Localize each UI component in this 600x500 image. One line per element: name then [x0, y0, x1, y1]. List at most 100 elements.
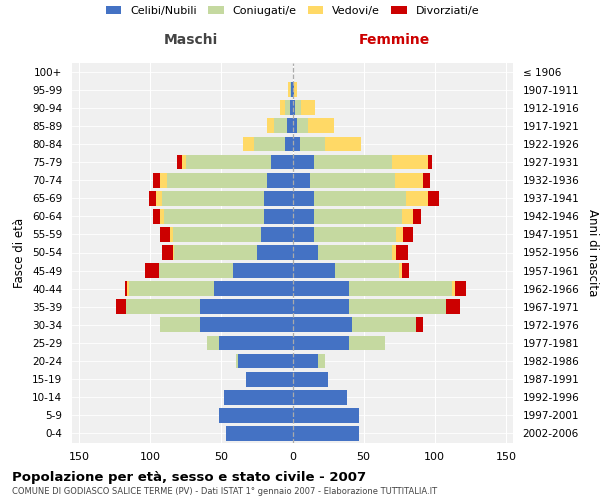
Bar — [257, 245, 293, 260]
Bar — [314, 154, 392, 170]
Bar — [160, 227, 170, 242]
Bar — [290, 82, 291, 97]
Bar — [293, 82, 294, 97]
Bar — [293, 390, 347, 404]
Bar — [455, 282, 466, 296]
Bar — [233, 263, 293, 278]
Bar — [145, 263, 159, 278]
Bar — [149, 191, 156, 206]
Bar — [267, 172, 293, 188]
Bar — [392, 245, 397, 260]
Bar — [173, 227, 261, 242]
Bar — [293, 245, 318, 260]
Bar — [318, 354, 325, 368]
Bar — [402, 263, 409, 278]
Bar — [207, 336, 218, 350]
Bar — [224, 390, 293, 404]
Bar — [125, 282, 127, 296]
Bar — [392, 154, 428, 170]
Bar — [288, 82, 290, 97]
Bar — [159, 263, 233, 278]
Bar — [290, 100, 293, 115]
Bar — [428, 154, 432, 170]
Bar — [160, 172, 167, 188]
Bar — [264, 191, 293, 206]
Bar — [395, 172, 424, 188]
Bar — [267, 118, 274, 134]
Bar — [280, 100, 286, 115]
Bar — [293, 318, 352, 332]
Y-axis label: Fasce di età: Fasce di età — [13, 218, 26, 288]
Bar — [274, 118, 287, 134]
Bar — [297, 118, 308, 134]
Bar — [293, 191, 314, 206]
Bar — [160, 209, 164, 224]
Y-axis label: Anni di nascita: Anni di nascita — [586, 209, 599, 296]
Bar — [254, 136, 286, 152]
Legend: Celibi/Nubili, Coniugati/e, Vedovi/e, Divorziati/e: Celibi/Nubili, Coniugati/e, Vedovi/e, Di… — [101, 2, 484, 20]
Bar — [314, 191, 406, 206]
Bar — [314, 209, 402, 224]
Bar — [126, 300, 200, 314]
Bar — [413, 209, 421, 224]
Bar — [286, 100, 290, 115]
Bar — [293, 100, 295, 115]
Bar — [293, 300, 349, 314]
Bar — [293, 372, 328, 386]
Bar — [286, 136, 293, 152]
Bar — [226, 426, 293, 441]
Bar — [349, 300, 446, 314]
Bar — [301, 100, 315, 115]
Bar — [406, 191, 428, 206]
Bar — [294, 82, 297, 97]
Bar — [314, 227, 397, 242]
Bar — [161, 245, 173, 260]
Bar — [167, 172, 267, 188]
Bar — [156, 191, 161, 206]
Bar — [293, 354, 318, 368]
Bar — [318, 245, 392, 260]
Bar — [293, 336, 349, 350]
Bar — [349, 282, 452, 296]
Bar — [161, 191, 264, 206]
Bar — [153, 209, 160, 224]
Bar — [293, 209, 314, 224]
Text: Popolazione per età, sesso e stato civile - 2007: Popolazione per età, sesso e stato civil… — [12, 472, 366, 484]
Bar — [397, 227, 403, 242]
Bar — [293, 172, 310, 188]
Text: COMUNE DI GODIASCO SALICE TERME (PV) - Dati ISTAT 1° gennaio 2007 - Elaborazione: COMUNE DI GODIASCO SALICE TERME (PV) - D… — [12, 486, 437, 496]
Bar — [335, 263, 399, 278]
Bar — [291, 82, 293, 97]
Bar — [287, 118, 293, 134]
Bar — [200, 300, 293, 314]
Bar — [299, 136, 325, 152]
Bar — [261, 227, 293, 242]
Bar — [293, 282, 349, 296]
Bar — [218, 408, 293, 423]
Bar — [245, 372, 293, 386]
Bar — [295, 100, 301, 115]
Bar — [293, 118, 297, 134]
Bar — [129, 282, 214, 296]
Bar — [164, 209, 264, 224]
Bar — [402, 209, 413, 224]
Bar — [238, 354, 293, 368]
Text: Maschi: Maschi — [164, 34, 218, 48]
Bar — [352, 318, 416, 332]
Bar — [428, 191, 439, 206]
Bar — [153, 172, 160, 188]
Bar — [271, 154, 293, 170]
Bar — [293, 136, 299, 152]
Bar — [293, 426, 359, 441]
Bar — [200, 318, 293, 332]
Bar — [127, 282, 129, 296]
Bar — [116, 300, 126, 314]
Bar — [170, 227, 173, 242]
Bar — [293, 227, 314, 242]
Bar — [173, 245, 175, 260]
Bar — [308, 118, 334, 134]
Bar — [293, 263, 335, 278]
Bar — [175, 245, 257, 260]
Bar — [186, 154, 271, 170]
Bar — [397, 245, 408, 260]
